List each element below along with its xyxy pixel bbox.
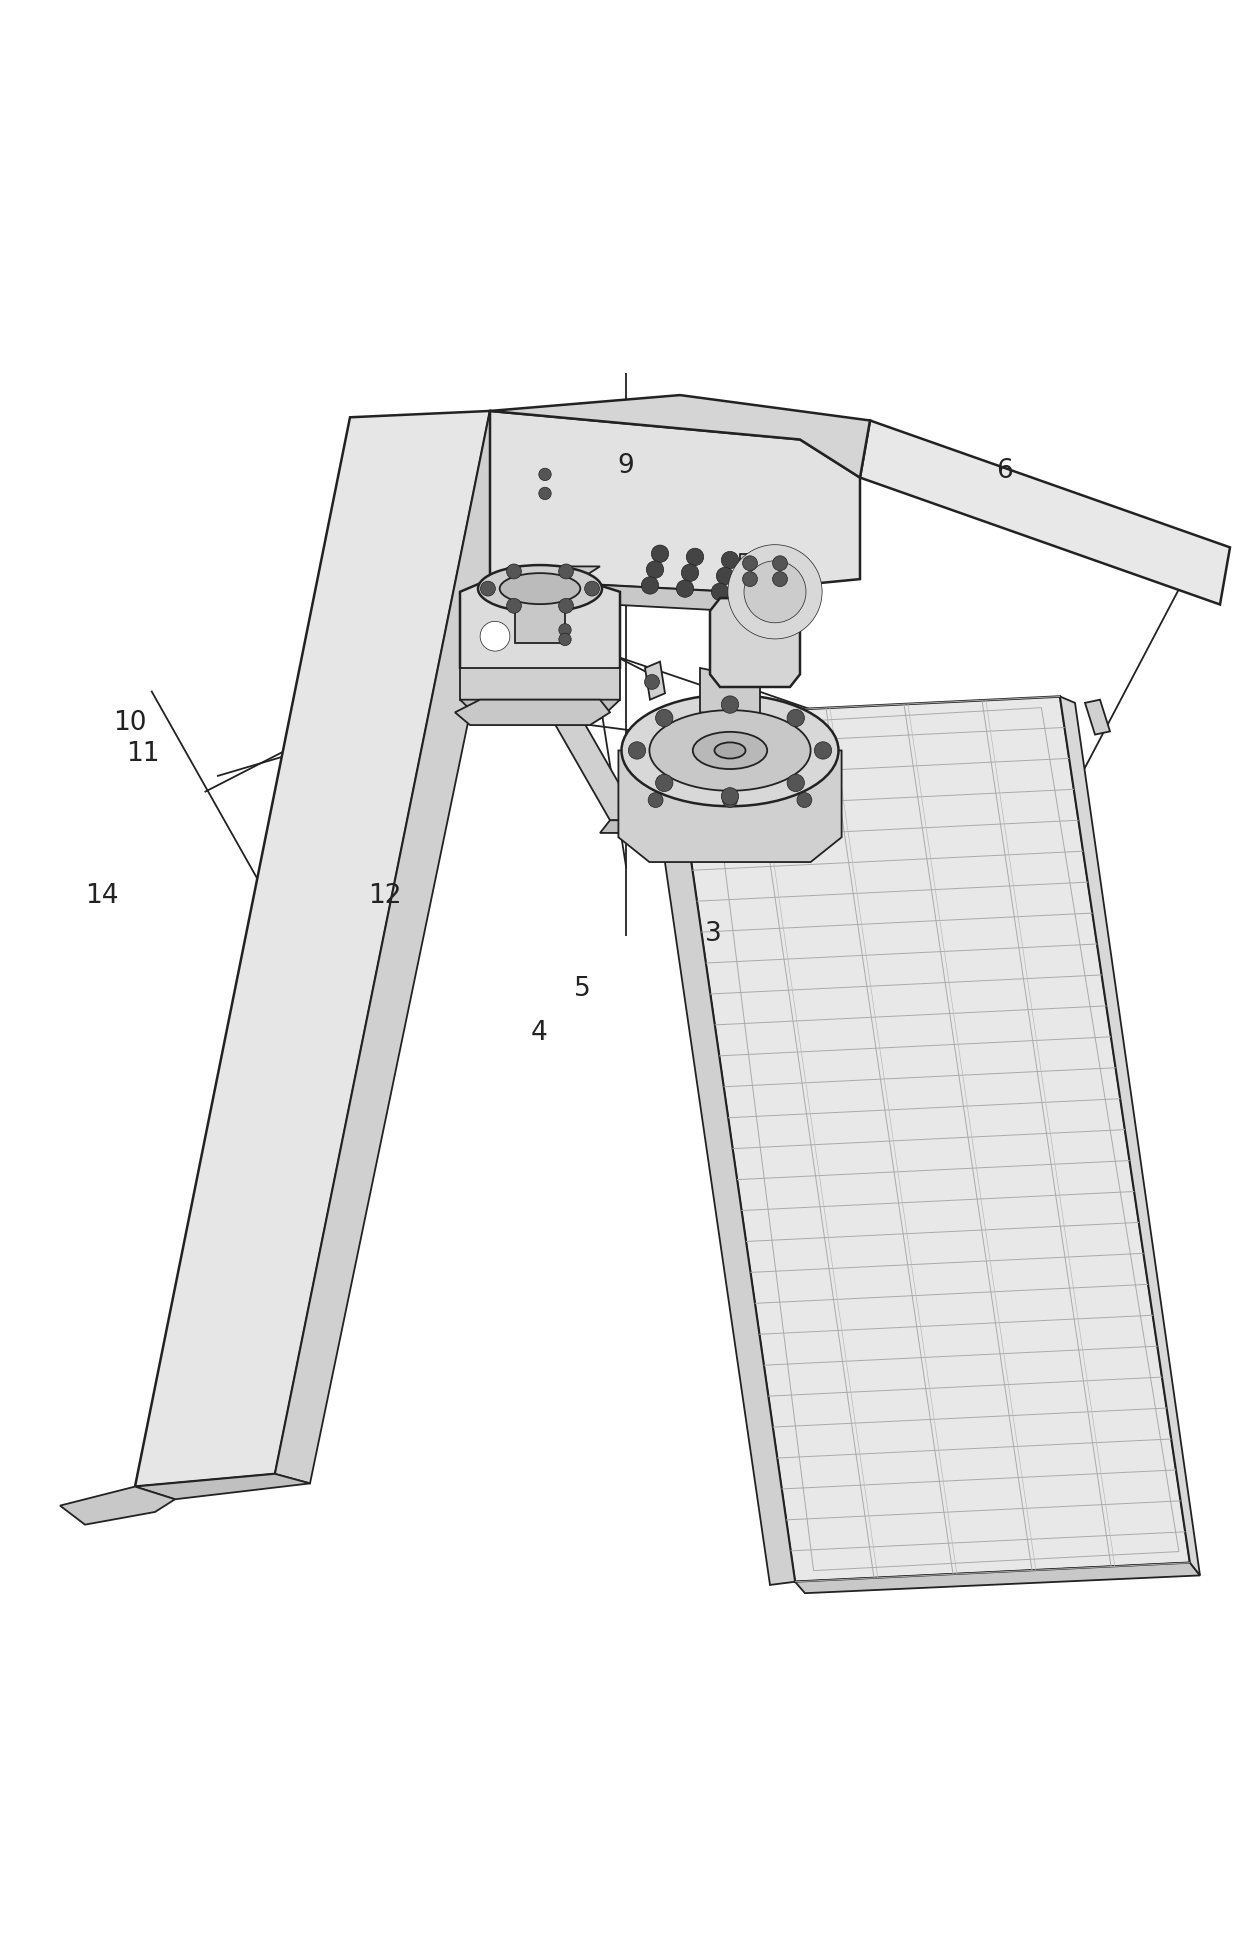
Circle shape	[649, 793, 663, 807]
Circle shape	[676, 580, 693, 598]
Circle shape	[773, 573, 787, 586]
Circle shape	[722, 787, 739, 805]
Polygon shape	[515, 588, 565, 643]
Ellipse shape	[714, 743, 745, 758]
Text: 12: 12	[367, 883, 402, 909]
Circle shape	[558, 598, 573, 614]
Polygon shape	[460, 700, 620, 719]
Circle shape	[723, 793, 738, 807]
Circle shape	[787, 709, 805, 727]
Polygon shape	[645, 715, 795, 1585]
Circle shape	[506, 565, 521, 578]
Ellipse shape	[477, 565, 601, 612]
Circle shape	[744, 561, 806, 623]
Polygon shape	[455, 700, 610, 725]
Ellipse shape	[500, 573, 580, 604]
Circle shape	[787, 774, 805, 791]
Circle shape	[645, 674, 660, 690]
Circle shape	[728, 545, 822, 639]
Polygon shape	[645, 662, 665, 700]
Polygon shape	[670, 696, 1190, 1583]
Circle shape	[743, 555, 758, 571]
Circle shape	[656, 774, 673, 791]
Polygon shape	[1060, 696, 1200, 1575]
Circle shape	[584, 580, 599, 596]
Circle shape	[797, 793, 812, 807]
Text: 6: 6	[996, 457, 1013, 485]
Text: 14: 14	[84, 883, 119, 909]
Circle shape	[722, 551, 739, 569]
Circle shape	[773, 555, 787, 571]
Polygon shape	[135, 1473, 310, 1499]
Circle shape	[815, 743, 832, 760]
Circle shape	[629, 743, 646, 760]
Text: 11: 11	[125, 741, 160, 766]
Polygon shape	[711, 598, 800, 688]
Polygon shape	[135, 410, 490, 1487]
Circle shape	[539, 487, 552, 500]
Circle shape	[506, 598, 521, 614]
Circle shape	[559, 633, 572, 645]
Polygon shape	[795, 1563, 1200, 1593]
Circle shape	[480, 580, 495, 596]
Polygon shape	[460, 578, 620, 680]
Polygon shape	[60, 1487, 175, 1524]
Text: 10: 10	[113, 709, 148, 737]
Circle shape	[646, 561, 663, 578]
Circle shape	[641, 576, 658, 594]
Circle shape	[722, 696, 739, 713]
Polygon shape	[740, 553, 790, 592]
Polygon shape	[490, 567, 600, 578]
Polygon shape	[711, 662, 730, 739]
Polygon shape	[701, 668, 760, 719]
Ellipse shape	[693, 733, 768, 770]
Polygon shape	[490, 395, 870, 477]
Polygon shape	[275, 410, 529, 1483]
Circle shape	[480, 621, 510, 651]
Polygon shape	[460, 668, 620, 700]
Polygon shape	[600, 821, 650, 832]
Text: 5: 5	[574, 977, 591, 1002]
Circle shape	[712, 582, 729, 600]
Polygon shape	[529, 680, 640, 821]
Circle shape	[559, 623, 572, 637]
Circle shape	[656, 709, 673, 727]
Text: 3: 3	[704, 920, 722, 946]
Circle shape	[686, 549, 703, 565]
Text: 4: 4	[531, 1020, 548, 1045]
Circle shape	[539, 469, 552, 481]
Ellipse shape	[621, 696, 838, 807]
Polygon shape	[1085, 700, 1110, 735]
Text: 9: 9	[618, 453, 635, 479]
Circle shape	[558, 565, 573, 578]
Circle shape	[717, 567, 734, 584]
Circle shape	[743, 573, 758, 586]
Circle shape	[681, 565, 698, 582]
Circle shape	[651, 545, 668, 563]
Polygon shape	[490, 410, 861, 592]
Polygon shape	[619, 750, 842, 862]
Polygon shape	[490, 578, 730, 612]
Ellipse shape	[650, 709, 811, 791]
Polygon shape	[861, 420, 1230, 604]
